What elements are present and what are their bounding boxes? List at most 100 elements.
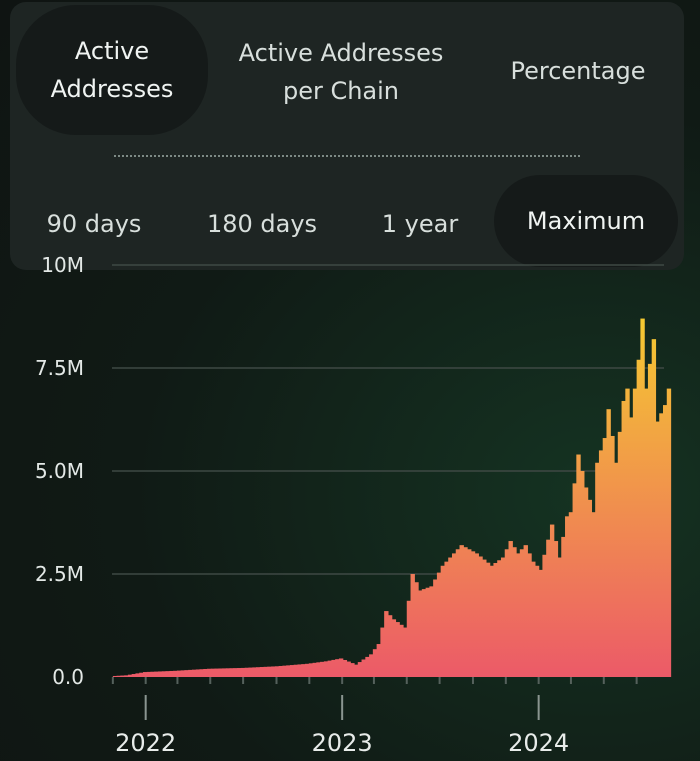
range-maximum[interactable]: Maximum [494, 175, 678, 267]
bar [482, 559, 487, 677]
bar [576, 454, 581, 677]
bar [259, 667, 265, 677]
bar [158, 671, 163, 677]
bar [173, 670, 178, 677]
bar [625, 388, 630, 677]
bar [142, 672, 148, 677]
bar [233, 668, 238, 677]
tab-active-addresses-per-chain[interactable]: Active Addresses per Chain [238, 39, 444, 105]
bar [474, 553, 479, 677]
bar [369, 654, 374, 677]
bar [602, 438, 608, 677]
bar [316, 662, 321, 677]
bar [553, 541, 559, 677]
bar [549, 524, 555, 677]
bar [278, 665, 284, 677]
bar [489, 565, 495, 677]
y-tick-label: 5.0M [35, 459, 84, 483]
x-tick-label: 2023 [312, 729, 373, 757]
bar [632, 388, 638, 677]
bar [237, 668, 242, 677]
bar [500, 557, 506, 677]
range-180-days[interactable]: 180 days [206, 210, 318, 238]
y-tick-label: 10M [41, 253, 84, 277]
bar [421, 589, 427, 677]
bar [346, 661, 351, 677]
bar [320, 661, 325, 677]
bar [365, 656, 370, 677]
bar [191, 669, 197, 677]
bar [463, 547, 468, 677]
bar [610, 435, 615, 677]
bar [271, 666, 276, 677]
bar [387, 615, 393, 677]
bar [222, 668, 227, 677]
bar [256, 667, 261, 677]
bar [131, 674, 137, 677]
bar [161, 671, 167, 677]
filter-panel: Active Addresses Active Addresses per Ch… [10, 2, 684, 270]
bar [244, 667, 250, 677]
bar [538, 569, 544, 677]
bar [127, 674, 133, 677]
bar [418, 590, 423, 677]
bar [617, 431, 623, 677]
bar [406, 600, 412, 677]
bar [391, 619, 397, 677]
bar [666, 388, 672, 677]
bar [350, 663, 355, 677]
bar [274, 666, 280, 677]
bar [467, 549, 472, 677]
bar [542, 554, 547, 677]
bar [361, 659, 366, 677]
bar [146, 671, 152, 677]
bar [485, 562, 491, 677]
bar [504, 549, 510, 677]
bar [546, 539, 551, 677]
bar [188, 669, 193, 677]
bar [663, 405, 668, 677]
bar [240, 667, 246, 677]
bar [229, 668, 235, 677]
bar [583, 487, 589, 677]
bar [655, 421, 660, 677]
bar [293, 664, 299, 677]
bar [214, 668, 219, 677]
bar [210, 668, 216, 677]
bar [135, 673, 140, 677]
bar [444, 561, 449, 677]
bar [207, 668, 212, 677]
bar [587, 499, 593, 677]
bar [354, 664, 359, 677]
bar [519, 549, 525, 677]
range-90-days[interactable]: 90 days [46, 210, 142, 238]
bar [497, 560, 502, 677]
bar [436, 572, 442, 677]
bar [557, 557, 562, 677]
bar [580, 471, 585, 677]
bar [395, 622, 400, 677]
bar [629, 417, 634, 677]
bar [342, 660, 348, 677]
y-tick-label: 7.5M [35, 356, 84, 380]
bar [252, 667, 257, 677]
bar [267, 666, 272, 677]
bar [199, 669, 204, 677]
tab-active-addresses[interactable]: Active Addresses [16, 5, 208, 135]
bar [493, 563, 498, 677]
bar [595, 462, 600, 677]
tab-percentage[interactable]: Percentage [510, 57, 646, 85]
bar [429, 586, 434, 677]
bar [289, 665, 295, 677]
bar [327, 660, 332, 677]
range-1-year[interactable]: 1 year [381, 210, 459, 238]
bar [425, 587, 430, 677]
bar [225, 668, 231, 677]
bar [180, 670, 186, 677]
bar [651, 339, 657, 677]
x-tick-label: 2022 [115, 729, 176, 757]
bar [606, 409, 611, 677]
bar [531, 561, 536, 677]
bar [440, 565, 446, 677]
